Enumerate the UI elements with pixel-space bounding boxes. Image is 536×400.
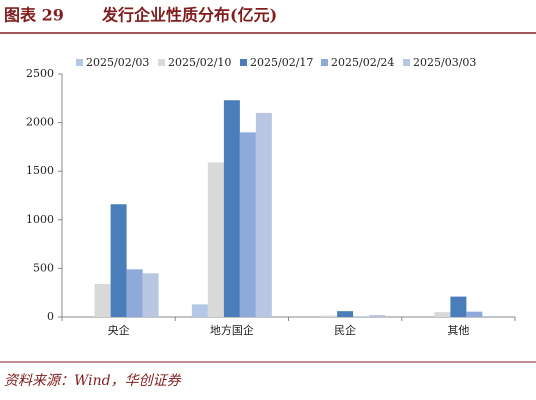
bar (321, 315, 338, 317)
bar (450, 296, 467, 317)
bar (482, 316, 499, 317)
x-tick-label: 央企 (108, 323, 130, 337)
legend-label: 2025/02/24 (331, 56, 394, 69)
legend-swatch (321, 59, 328, 66)
legend-swatch (76, 59, 83, 66)
x-tick-label: 民企 (334, 323, 356, 337)
legend-swatch (158, 59, 165, 66)
figure-label: 图表 29 (4, 6, 64, 25)
legend-label: 2025/03/03 (413, 56, 476, 69)
y-tick-label: 2500 (26, 67, 54, 80)
legend-label: 2025/02/03 (86, 56, 149, 69)
legend-label: 2025/02/17 (250, 56, 313, 69)
legend-swatch (403, 59, 410, 66)
bar (466, 311, 483, 317)
bar (239, 132, 256, 317)
bar (126, 269, 143, 317)
bar (223, 100, 240, 317)
chart-title: 发行企业性质分布(亿元) (101, 6, 277, 25)
bar (191, 304, 208, 317)
bar (110, 204, 127, 317)
y-tick-label: 1500 (26, 164, 54, 177)
y-tick-label: 1000 (26, 213, 54, 226)
bar (434, 312, 451, 317)
bar (207, 162, 224, 317)
x-tick-label: 地方国企 (210, 323, 254, 337)
y-tick-label: 2000 (26, 116, 54, 129)
y-tick-label: 500 (33, 261, 54, 274)
y-tick-label: 0 (47, 310, 54, 323)
legend-swatch (240, 59, 247, 66)
bar (369, 315, 386, 317)
x-tick-label: 其他 (447, 324, 469, 337)
bar (255, 112, 272, 317)
bar (337, 311, 354, 317)
bar (94, 283, 111, 317)
legend-label: 2025/02/10 (168, 56, 231, 69)
source: 资料来源：Wind，华创证券 (4, 373, 182, 389)
bar (142, 273, 159, 317)
